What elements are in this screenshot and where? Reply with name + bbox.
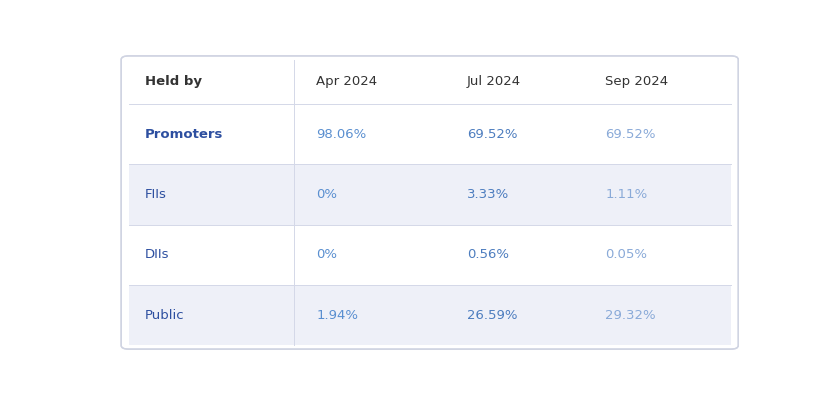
Text: DIIs: DIIs: [145, 248, 169, 261]
Text: 29.32%: 29.32%: [605, 309, 656, 322]
Text: 0%: 0%: [316, 248, 337, 261]
Text: 26.59%: 26.59%: [467, 309, 517, 322]
Bar: [129, 104, 731, 164]
Text: FIIs: FIIs: [145, 188, 167, 201]
Text: Sep 2024: Sep 2024: [605, 75, 668, 88]
Text: 98.06%: 98.06%: [316, 128, 367, 141]
Text: Jul 2024: Jul 2024: [467, 75, 521, 88]
Text: Held by: Held by: [145, 75, 202, 88]
Bar: [129, 60, 731, 104]
Text: 69.52%: 69.52%: [605, 128, 656, 141]
Text: Public: Public: [145, 309, 184, 322]
Text: 0.05%: 0.05%: [605, 248, 648, 261]
Text: 1.94%: 1.94%: [316, 309, 358, 322]
Bar: [129, 285, 731, 346]
Text: 3.33%: 3.33%: [467, 188, 509, 201]
Text: 0.56%: 0.56%: [467, 248, 509, 261]
Bar: [129, 225, 731, 285]
Text: Apr 2024: Apr 2024: [316, 75, 377, 88]
Text: 0%: 0%: [316, 188, 337, 201]
Bar: [129, 164, 731, 225]
Text: Promoters: Promoters: [145, 128, 223, 141]
FancyBboxPatch shape: [121, 56, 738, 349]
Text: 1.11%: 1.11%: [605, 188, 648, 201]
Text: 69.52%: 69.52%: [467, 128, 517, 141]
